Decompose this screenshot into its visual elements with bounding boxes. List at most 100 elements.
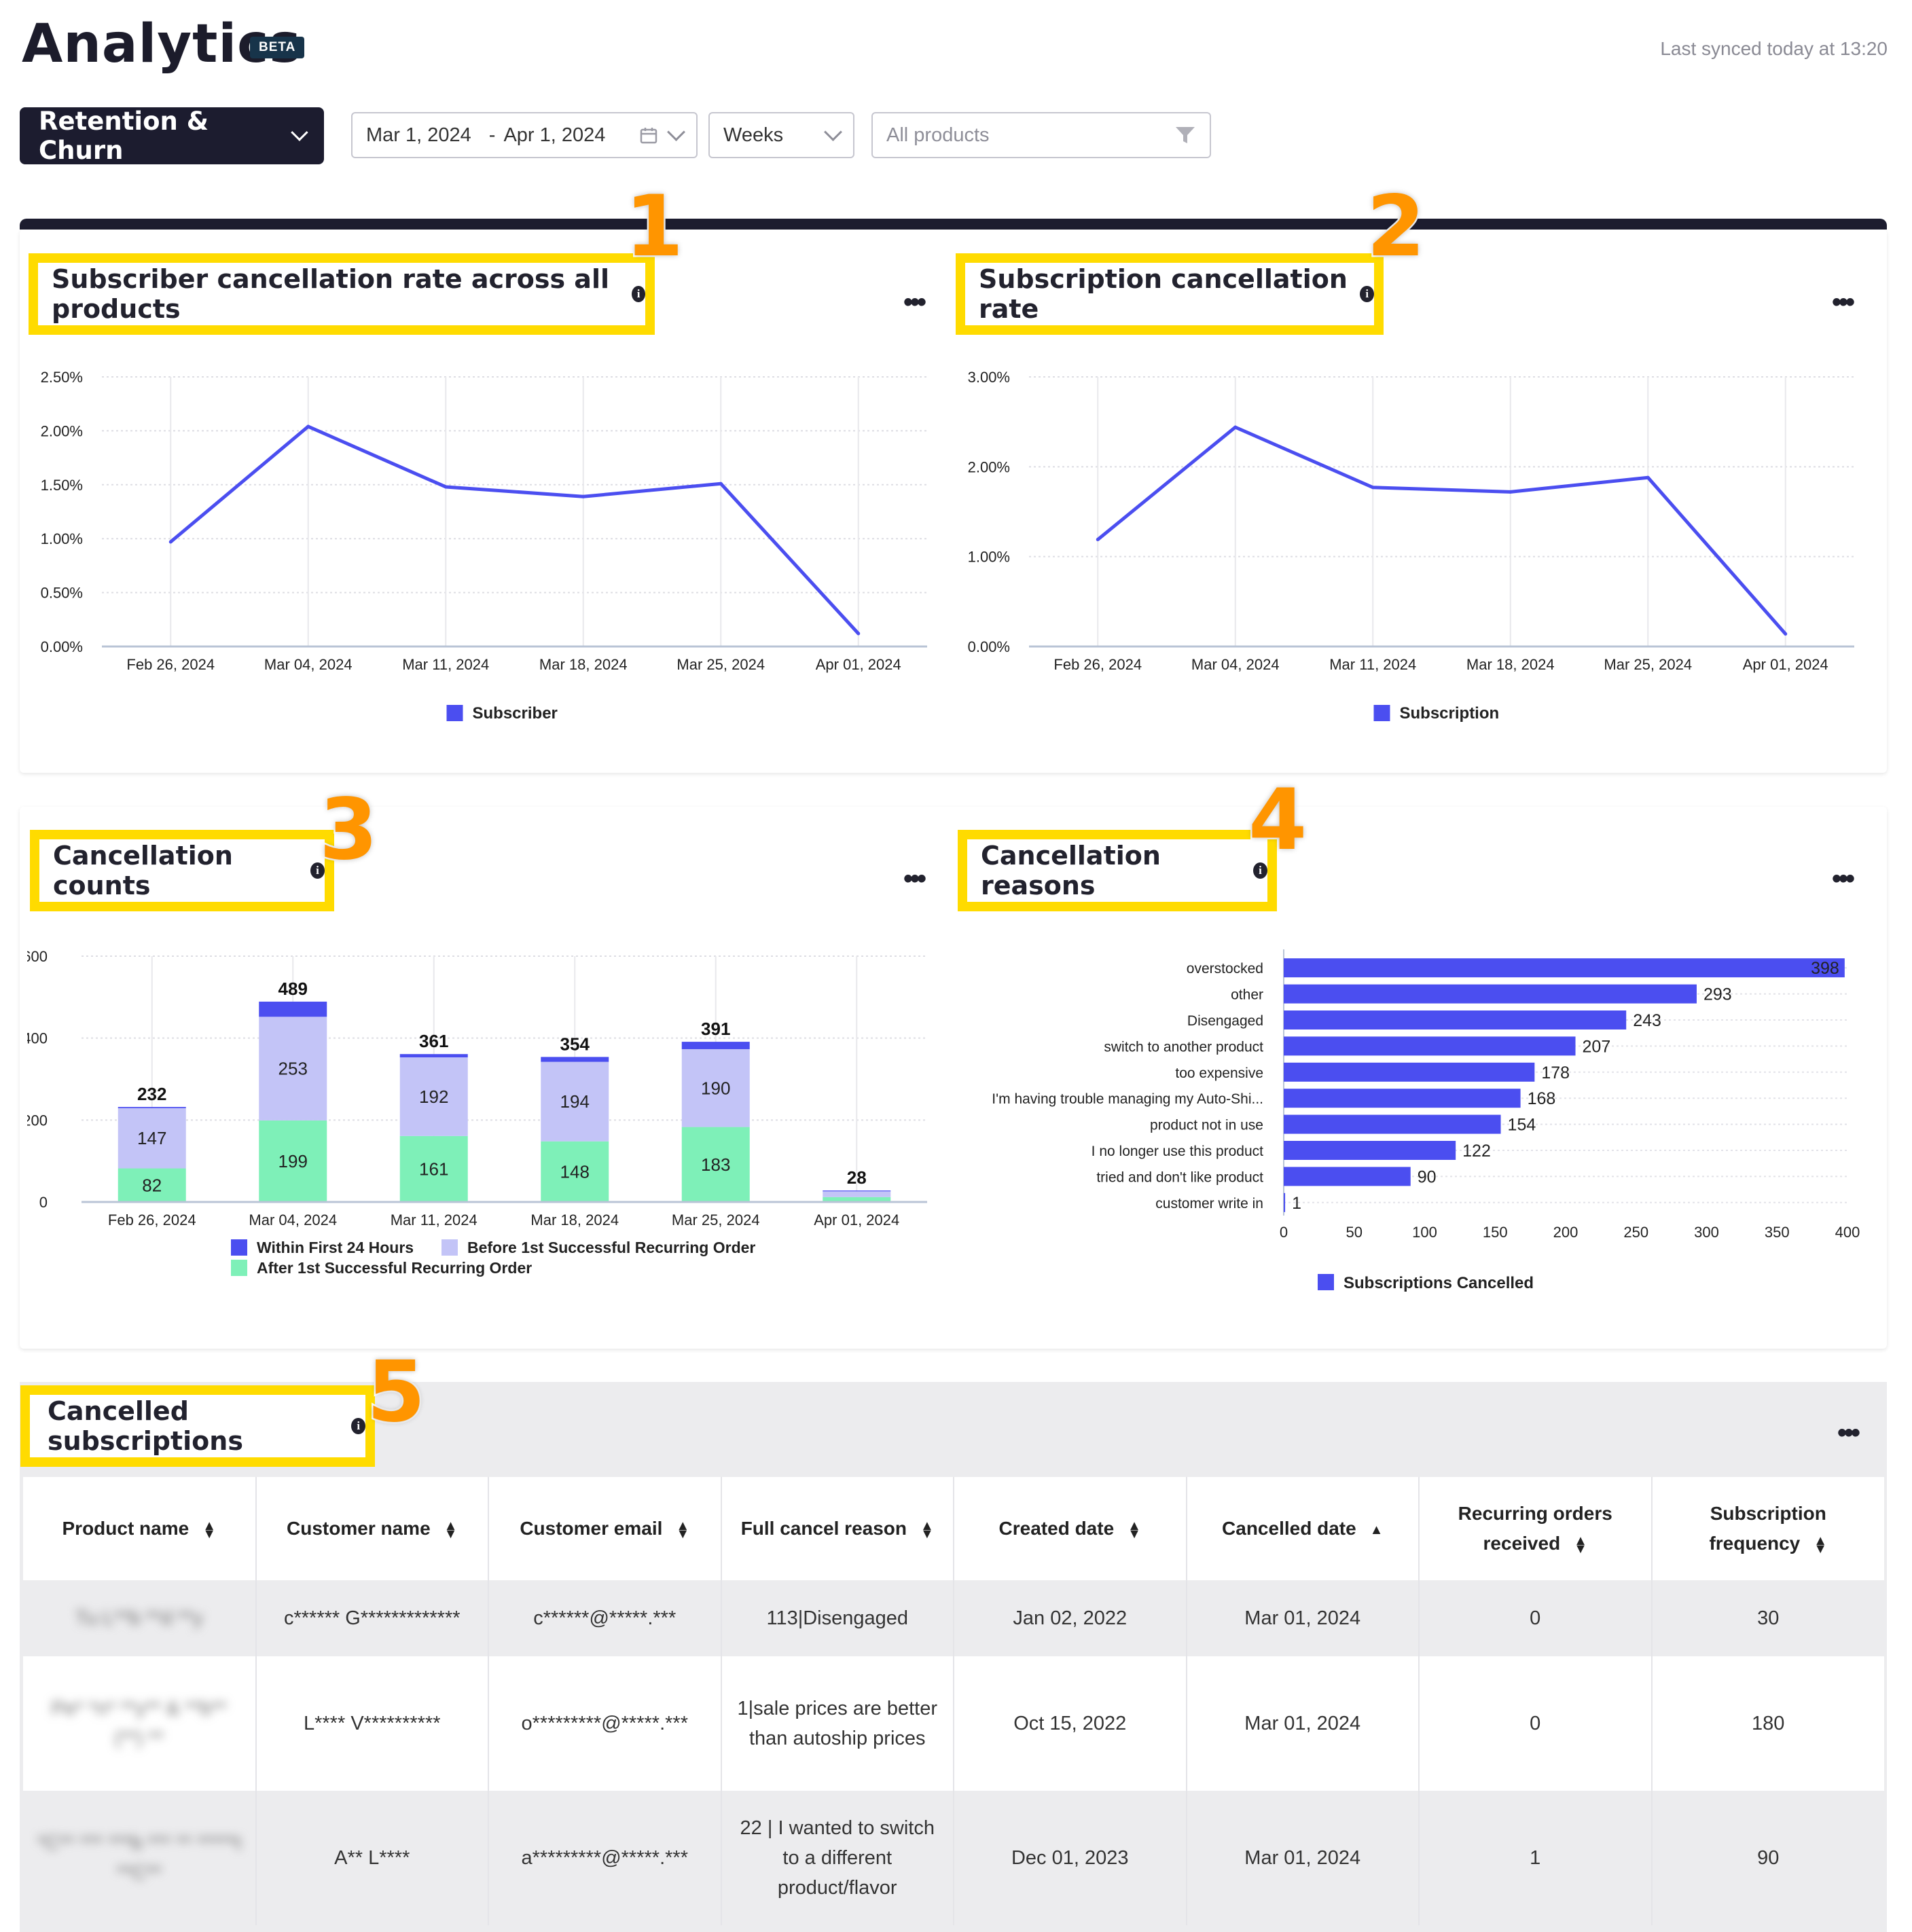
bar-segment [823, 1197, 891, 1202]
sort-icon[interactable]: ▲ ▼ [1814, 1533, 1828, 1556]
data-point [719, 481, 723, 486]
bar [1284, 1089, 1521, 1108]
category-label: other [1231, 987, 1263, 1003]
bar-value-label: 122 [1462, 1142, 1491, 1161]
table-row[interactable]: Tu L**b **d **y c****** G************* c… [23, 1580, 1884, 1656]
x-tick-label: Mar 25, 2024 [1604, 656, 1692, 673]
bar-value-label: 398 [1811, 959, 1839, 978]
card-menu-button[interactable]: ••• [1832, 864, 1855, 894]
customer-name-cell: c****** G************* [255, 1580, 489, 1656]
data-point [1646, 475, 1650, 479]
legend-swatch [1318, 1274, 1334, 1290]
bar-value-label: 168 [1528, 1089, 1556, 1108]
card-title-subscription-rate: Subscription cancellation rate i [956, 253, 1384, 335]
granularity-dropdown[interactable]: Weeks [708, 112, 854, 158]
column-header-subscription-frequency[interactable]: Subscription frequency ▲ ▼ [1651, 1477, 1884, 1580]
x-tick-label: 150 [1483, 1224, 1508, 1241]
y-tick-label: 600 [27, 948, 48, 965]
info-icon[interactable]: i [1360, 286, 1374, 302]
column-header-customer-email[interactable]: Customer email ▲ ▼ [488, 1477, 722, 1580]
x-tick-label: Apr 01, 2024 [1743, 656, 1828, 673]
annotation-number: 2 [1365, 178, 1426, 276]
card-menu-button[interactable]: ••• [1837, 1418, 1860, 1448]
data-point [1509, 490, 1513, 494]
bar [1284, 1114, 1501, 1134]
sort-ascending-icon[interactable]: ▲ [1369, 1522, 1384, 1537]
sort-icon[interactable]: ▲ ▼ [676, 1518, 690, 1542]
dashboard-topbar [20, 219, 1887, 230]
x-tick-label: Apr 01, 2024 [814, 1211, 899, 1228]
cancelled-date-cell: Mar 01, 2024 [1186, 1791, 1420, 1925]
customer-email-cell: c******@*****.*** [488, 1580, 722, 1656]
bar [1284, 1062, 1535, 1082]
card-menu-button[interactable]: ••• [903, 864, 926, 894]
legend-label: Within First 24 Hours [257, 1239, 414, 1256]
bar-segment [259, 1001, 327, 1017]
segment-label: 199 [278, 1151, 308, 1171]
y-tick-label: 1.50% [41, 477, 83, 494]
column-header-product-name[interactable]: Product name ▲ ▼ [23, 1477, 257, 1580]
x-tick-label: Mar 04, 2024 [249, 1211, 337, 1228]
cancel-reason-cell: 22 | I wanted to switch to a different p… [721, 1791, 954, 1925]
bar-segment [118, 1108, 186, 1169]
sort-icon[interactable]: ▲ ▼ [920, 1518, 934, 1542]
series-line-subscriber [169, 424, 860, 635]
column-header-recurring-orders[interactable]: Recurring orders received ▲ ▼ [1419, 1477, 1653, 1580]
sort-icon[interactable]: ▲ ▼ [444, 1518, 458, 1542]
segment-label: 192 [419, 1087, 448, 1107]
info-icon[interactable]: i [632, 286, 645, 302]
legend-swatch [231, 1260, 247, 1276]
bar-value-label: 207 [1583, 1037, 1611, 1056]
sort-icon[interactable]: ▲ ▼ [1574, 1533, 1587, 1556]
y-tick-label: 2.00% [41, 422, 83, 439]
column-header-customer-name[interactable]: Customer name ▲ ▼ [255, 1477, 489, 1580]
column-header-full-cancel-reason[interactable]: Full cancel reason ▲ ▼ [721, 1477, 954, 1580]
category-label: customer write in [1155, 1196, 1263, 1211]
card-title-text: Cancellation reasons [981, 841, 1161, 900]
x-tick-label: Mar 04, 2024 [1191, 656, 1280, 673]
recurring-orders-cell: 1 [1419, 1791, 1653, 1925]
chevron-down-icon [824, 122, 842, 141]
data-point [856, 632, 861, 636]
card-menu-button[interactable]: ••• [903, 287, 926, 317]
category-label: I no longer use this product [1092, 1144, 1263, 1159]
info-icon[interactable]: i [310, 862, 325, 879]
card-menu-button[interactable]: ••• [1832, 287, 1855, 317]
x-tick-label: 250 [1623, 1224, 1648, 1241]
bar-total-label: 489 [278, 979, 308, 999]
x-tick-label: 400 [1835, 1224, 1860, 1241]
sort-icon[interactable]: ▲ ▼ [202, 1518, 216, 1542]
bar-segment [823, 1191, 891, 1197]
recurring-orders-cell: 0 [1419, 1580, 1653, 1656]
customer-email-cell: a*********@*****.*** [488, 1791, 722, 1925]
legend-label: Subscriber [473, 704, 558, 723]
category-label: I'm having trouble managing my Auto-Shi.… [992, 1091, 1263, 1107]
bar-segment [681, 1127, 750, 1202]
annotation-number: 5 [365, 1343, 427, 1441]
bar-segment [541, 1141, 609, 1202]
chevron-down-icon [667, 122, 685, 141]
column-header-cancelled-date[interactable]: Cancelled date ▲ [1186, 1477, 1420, 1580]
sort-icon[interactable]: ▲ ▼ [1128, 1518, 1141, 1542]
table-row[interactable]: Pe* *n* **y** & **b** (**) ** L**** V***… [23, 1656, 1884, 1791]
category-label: too expensive [1175, 1065, 1263, 1081]
last-synced-status: Last synced today at 13:20 [1660, 38, 1888, 59]
report-type-label: Retention & Churn [39, 107, 209, 165]
bar-total-label: 361 [419, 1031, 448, 1051]
customer-name-cell: L**** V********** [255, 1656, 489, 1791]
frequency-cell: 90 [1651, 1791, 1884, 1925]
y-tick-label: 1.00% [41, 530, 83, 547]
products-filter[interactable]: All products [871, 112, 1211, 158]
category-label: product not in use [1150, 1118, 1263, 1133]
date-range-picker[interactable]: Mar 1, 2024 - Apr 1, 2024 [351, 112, 698, 158]
filter-icon [1176, 127, 1195, 143]
products-filter-placeholder: All products [886, 124, 990, 146]
report-type-dropdown[interactable]: Retention & Churn [20, 107, 324, 165]
info-icon[interactable]: i [1253, 862, 1267, 879]
data-point [581, 494, 585, 498]
info-icon[interactable]: i [351, 1418, 365, 1434]
x-tick-label: Mar 11, 2024 [391, 1211, 477, 1228]
table-row[interactable]: *C** *** ***b *** ** *****t **C** A** L*… [23, 1791, 1884, 1925]
created-date-cell: Dec 01, 2023 [954, 1791, 1187, 1925]
column-header-created-date[interactable]: Created date ▲ ▼ [954, 1477, 1187, 1580]
